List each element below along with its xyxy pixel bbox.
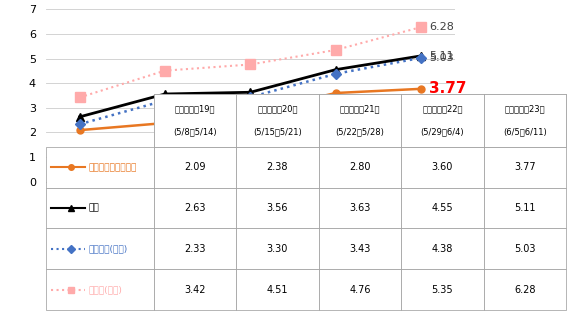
Bar <box>401 228 484 269</box>
本県（政令市含む） <box>76 128 83 132</box>
Text: (5/15～5/21): (5/15～5/21) <box>253 128 302 137</box>
Text: (5/29～6/4): (5/29～6/4) <box>420 128 464 137</box>
全国 <box>76 115 83 119</box>
Bar <box>154 269 236 310</box>
Text: 令和５年第21週: 令和５年第21週 <box>340 104 380 113</box>
Line: 全国: 全国 <box>76 52 425 121</box>
Text: 3.43: 3.43 <box>349 244 370 254</box>
神奈川県(参考) <box>332 72 339 76</box>
Bar <box>319 147 401 188</box>
Bar <box>484 94 566 147</box>
愛知県(参考) <box>76 95 83 99</box>
Text: 5.35: 5.35 <box>431 285 453 295</box>
Text: 6.28: 6.28 <box>514 285 535 295</box>
Bar <box>154 228 236 269</box>
Bar <box>236 94 319 147</box>
Bar <box>319 94 401 147</box>
Line: 神奈川県(参考): 神奈川県(参考) <box>76 54 424 128</box>
Text: 2.38: 2.38 <box>267 162 288 172</box>
Text: 3.77: 3.77 <box>430 81 467 96</box>
Bar <box>401 147 484 188</box>
Text: 2.80: 2.80 <box>349 162 370 172</box>
Text: 本県（政令市含む）: 本県（政令市含む） <box>88 163 137 172</box>
Text: 6.28: 6.28 <box>430 22 454 32</box>
Bar <box>319 188 401 228</box>
Bar <box>484 269 566 310</box>
Bar <box>46 269 154 310</box>
愛知県(参考) <box>247 63 254 66</box>
Bar <box>154 147 236 188</box>
本県（政令市含む） <box>332 91 339 95</box>
Text: 3.60: 3.60 <box>432 162 453 172</box>
Bar <box>484 147 566 188</box>
Text: 5.11: 5.11 <box>430 51 454 61</box>
Text: 3.30: 3.30 <box>267 244 288 254</box>
神奈川県(参考) <box>76 122 83 126</box>
Text: 神奈川県(参考): 神奈川県(参考) <box>88 244 127 253</box>
Bar <box>484 228 566 269</box>
Bar <box>401 269 484 310</box>
Line: 本県（政令市含む）: 本県（政令市含む） <box>76 85 424 134</box>
全国 <box>418 54 424 58</box>
Bar <box>154 188 236 228</box>
神奈川県(参考) <box>162 99 168 102</box>
Text: 2.33: 2.33 <box>184 244 205 254</box>
Bar <box>319 269 401 310</box>
Bar <box>46 228 154 269</box>
Text: 5.03: 5.03 <box>514 244 535 254</box>
Text: 3.42: 3.42 <box>184 285 205 295</box>
神奈川県(参考) <box>247 95 254 99</box>
Bar <box>154 94 566 147</box>
愛知県(参考) <box>162 69 168 73</box>
本県（政令市含む） <box>247 111 254 115</box>
Text: 3.56: 3.56 <box>267 203 288 213</box>
Bar <box>401 94 484 147</box>
Bar <box>401 188 484 228</box>
Text: 令和５年第19週: 令和５年第19週 <box>175 104 215 113</box>
Text: 4.51: 4.51 <box>267 285 288 295</box>
Bar <box>236 228 319 269</box>
Bar <box>46 188 154 228</box>
Bar <box>154 94 236 147</box>
Text: 全国: 全国 <box>88 204 99 213</box>
Bar <box>236 188 319 228</box>
Bar <box>484 188 566 228</box>
Text: 3.63: 3.63 <box>349 203 370 213</box>
全国 <box>332 68 339 72</box>
Bar <box>236 269 319 310</box>
Text: (6/5～6/11): (6/5～6/11) <box>503 128 547 137</box>
本県（政令市含む） <box>162 121 168 125</box>
Text: 5.11: 5.11 <box>514 203 535 213</box>
Text: 4.76: 4.76 <box>349 285 370 295</box>
Text: 3.77: 3.77 <box>514 162 536 172</box>
Line: 愛知県(参考): 愛知県(参考) <box>75 22 426 102</box>
全国 <box>162 92 168 96</box>
Bar <box>236 147 319 188</box>
愛知県(参考) <box>418 25 424 29</box>
愛知県(参考) <box>332 48 339 52</box>
Text: 令和５年第22週: 令和５年第22週 <box>422 104 463 113</box>
Bar <box>46 147 154 188</box>
Text: 愛知県(参考): 愛知県(参考) <box>88 285 122 294</box>
全国 <box>247 90 254 94</box>
Text: 5.03: 5.03 <box>430 53 454 63</box>
Text: 令和５年第23週: 令和５年第23週 <box>505 104 545 113</box>
Text: (5/22～5/28): (5/22～5/28) <box>336 128 384 137</box>
Text: 2.09: 2.09 <box>184 162 205 172</box>
Text: 2.63: 2.63 <box>184 203 205 213</box>
Text: (5/8～5/14): (5/8～5/14) <box>173 128 217 137</box>
Text: 4.55: 4.55 <box>431 203 453 213</box>
本県（政令市含む） <box>418 87 424 91</box>
Bar <box>319 228 401 269</box>
Text: 4.38: 4.38 <box>432 244 453 254</box>
Text: 令和５年第20週: 令和５年第20週 <box>257 104 298 113</box>
神奈川県(参考) <box>418 56 424 60</box>
